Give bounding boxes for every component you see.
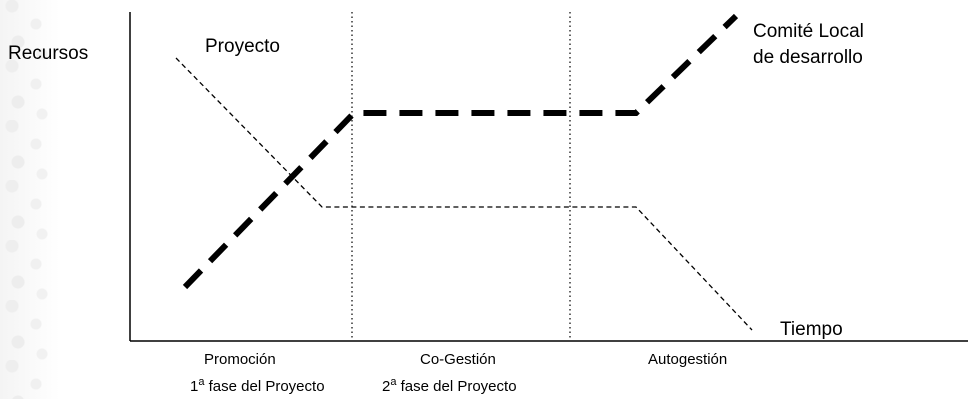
comite-local-line [182, 13, 739, 290]
left-texture-strip [0, 0, 60, 399]
phase-sub-promocion: 1a fase del Proyecto [190, 376, 325, 395]
proyecto-line [175, 57, 753, 331]
phase-label-cogestion: Co-Gestión [420, 351, 496, 368]
series-label-proyecto: Proyecto [205, 36, 280, 57]
phase-sub-text-1: fase del Proyecto [204, 378, 325, 395]
phase-sub-cogestion: 2a fase del Proyecto [382, 376, 517, 395]
phase-label-autogestion: Autogestión [648, 351, 728, 368]
phase-sub-sup-2: a [390, 376, 397, 388]
series-label-comite-line2: de desarrollo [753, 47, 863, 68]
phase-sub-text-2: fase del Proyecto [396, 378, 517, 395]
phase-sub-num-2: 2 [382, 378, 391, 395]
phase-sub-sup-1: a [198, 376, 205, 388]
phase-label-promocion: Promoción [204, 351, 276, 368]
y-axis-label: Recursos [8, 43, 89, 64]
x-axis-label: Tiempo [780, 319, 843, 340]
series-label-comite-line1: Comité Local [753, 21, 864, 42]
phase-sub-num-1: 1 [190, 378, 199, 395]
